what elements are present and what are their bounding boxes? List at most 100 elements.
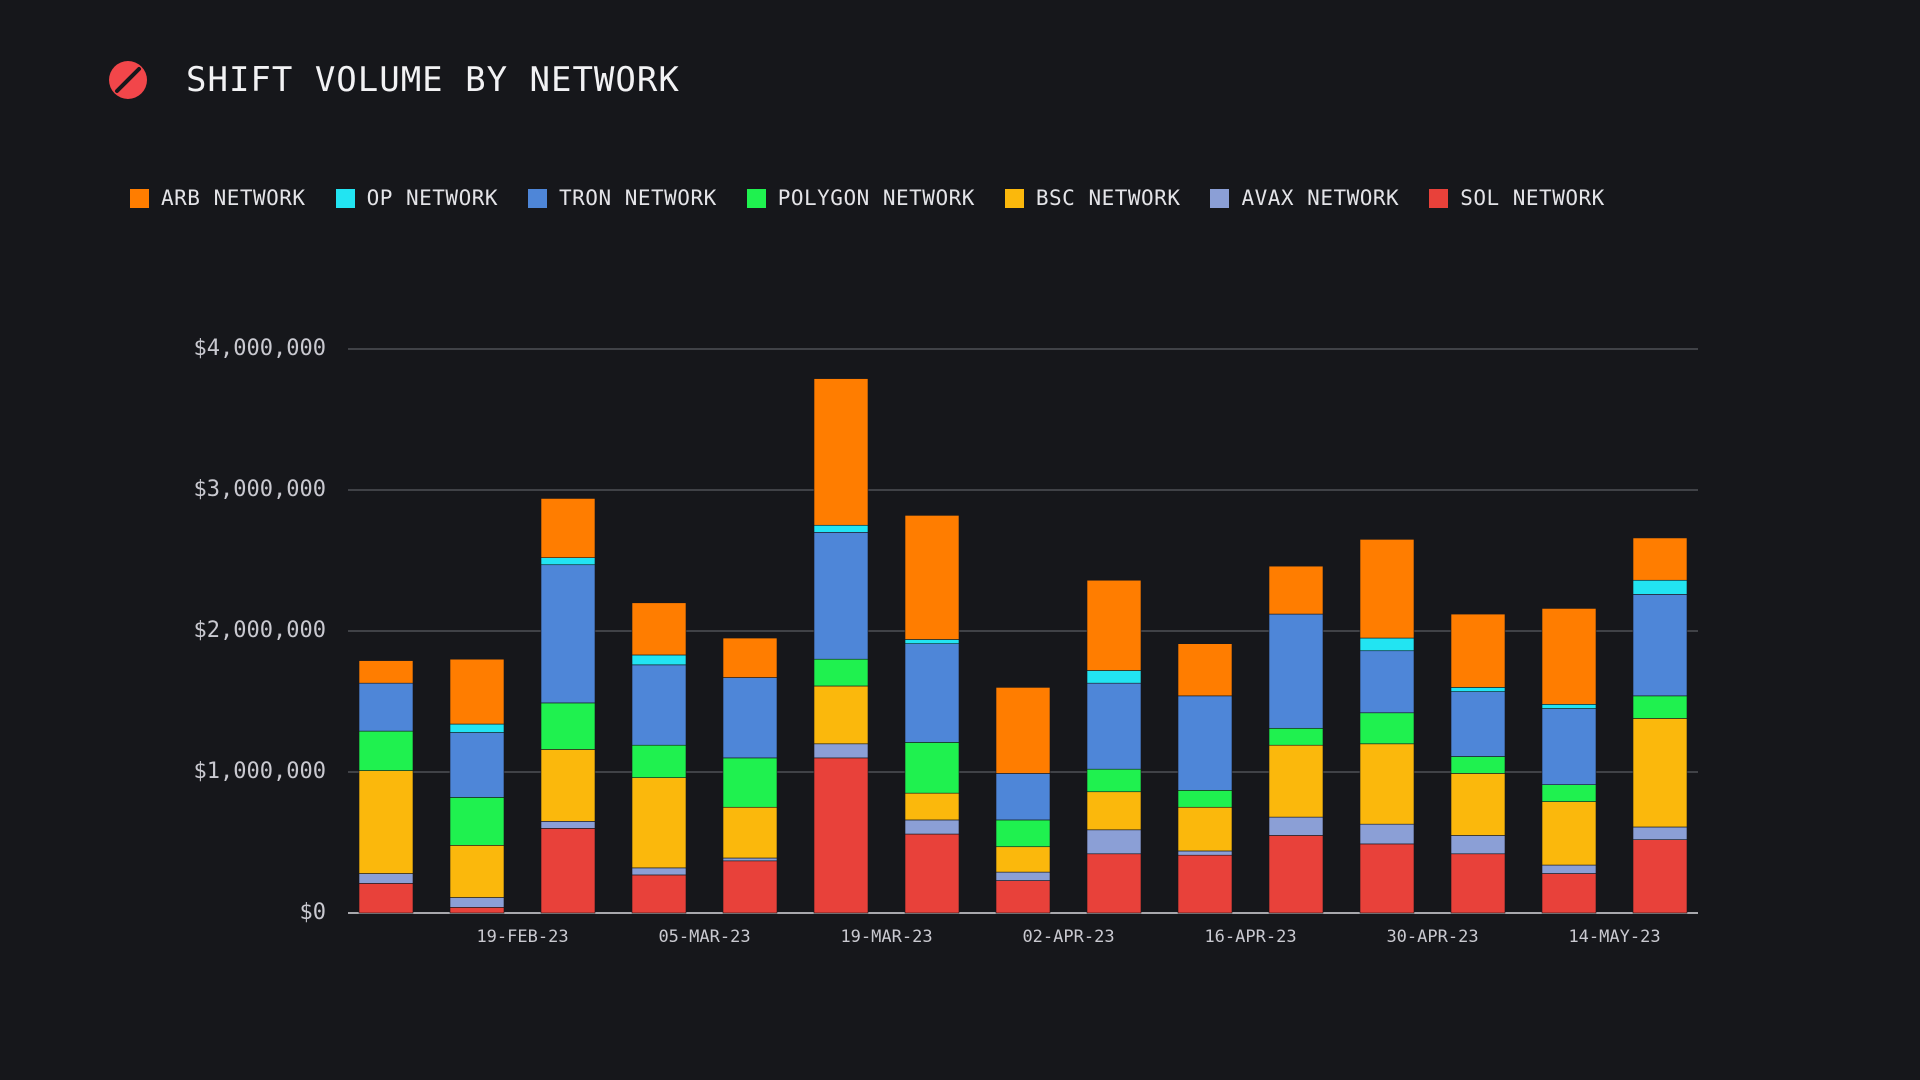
legend-swatch-arb [130, 188, 149, 208]
bar-segment [1177, 695, 1233, 791]
bar-segment [1268, 744, 1324, 818]
bar-segment [722, 806, 778, 859]
bar-segment [1632, 839, 1688, 914]
bar-segment [449, 723, 505, 733]
bar-segment [904, 515, 960, 640]
bar-segment [449, 897, 505, 908]
bar-segment [722, 857, 778, 862]
bar-segment [1541, 864, 1597, 874]
y-tick-label: $3,000,000 [194, 477, 326, 502]
bar-segment [904, 819, 960, 835]
bar-segment [1632, 579, 1688, 595]
bar-segment [1450, 853, 1506, 914]
bar-segment [449, 907, 505, 914]
bar-segment [904, 792, 960, 821]
bar-segment [1086, 829, 1142, 855]
y-tick-label: $2,000,000 [194, 618, 326, 643]
x-tick-label: 19-FEB-23 [476, 927, 568, 947]
bar-segment [631, 867, 687, 876]
chart-title: SHIFT VOLUME BY NETWORK [186, 60, 680, 100]
bar-segment [813, 757, 869, 914]
bar-segment [1177, 850, 1233, 856]
legend-item-polygon[interactable]: POLYGON NETWORK [746, 186, 975, 210]
legend-label-arb: ARB NETWORK [161, 186, 306, 210]
legend-label-op: OP NETWORK [366, 186, 499, 210]
legend-swatch-polygon [746, 188, 766, 208]
bar-segment [631, 777, 687, 869]
bar-segment [631, 664, 687, 746]
bar-segment [1632, 537, 1688, 581]
legend-label-tron: TRON NETWORK [559, 186, 717, 210]
bar-segment [358, 660, 414, 684]
legend-item-arb[interactable]: ARB NETWORK [130, 186, 306, 210]
bar-segment [1632, 594, 1688, 697]
bar-segment [1268, 835, 1324, 914]
chart-header: SHIFT VOLUME BY NETWORK [108, 56, 680, 104]
bar-segment [995, 846, 1051, 873]
bar-segment [722, 757, 778, 808]
x-tick-label: 14-MAY-23 [1568, 927, 1660, 947]
bar-segment [358, 730, 414, 771]
legend-item-avax[interactable]: AVAX NETWORK [1210, 186, 1399, 210]
legend-item-bsc[interactable]: BSC NETWORK [1004, 186, 1181, 210]
bar-segment [1268, 565, 1324, 615]
bar-segment [995, 819, 1051, 848]
legend-label-avax: AVAX NETWORK [1241, 186, 1400, 210]
bar-segment [1359, 823, 1415, 845]
bar-segment [358, 682, 414, 732]
bar-segment [449, 732, 505, 798]
bar-segment [1177, 854, 1233, 914]
bar-segment [1086, 791, 1142, 831]
bar-segment [1359, 743, 1415, 825]
legend-swatch-bsc [1004, 188, 1024, 208]
bar-segment [1268, 816, 1324, 836]
bar-segment [449, 658, 505, 725]
bar-segment [1632, 826, 1688, 840]
bar-segment [1086, 853, 1142, 914]
bar-segment [1359, 539, 1415, 639]
bar-segment [1541, 873, 1597, 914]
bar-segment [1450, 687, 1506, 692]
y-tick-label: $1,000,000 [194, 759, 326, 784]
bar-segment [540, 828, 596, 914]
legend-swatch-sol [1429, 188, 1449, 208]
legend-item-op[interactable]: OP NETWORK [335, 186, 499, 210]
bar-segment [540, 749, 596, 822]
legend-item-sol[interactable]: SOL NETWORK [1429, 186, 1605, 210]
bar-segment [540, 821, 596, 829]
x-tick-label: 05-MAR-23 [658, 927, 750, 947]
bar-segment [813, 743, 869, 759]
bar-segment [1177, 806, 1233, 852]
bar-segment [813, 378, 869, 526]
bar-segment [904, 742, 960, 794]
x-tick-label: 02-APR-23 [1022, 927, 1114, 947]
bar-segment [1450, 756, 1506, 774]
bar-segment [631, 744, 687, 778]
x-tick-label: 19-MAR-23 [840, 927, 932, 947]
bar-segment [904, 639, 960, 644]
bar-segment [1086, 682, 1142, 770]
bar-segment [1177, 643, 1233, 697]
bar-segment [995, 687, 1051, 774]
slash-circle-icon [109, 61, 147, 99]
bar-segment [813, 685, 869, 745]
bar-segment [1268, 727, 1324, 746]
legend-swatch-tron [528, 188, 548, 208]
bar-segment [904, 833, 960, 914]
legend-item-tron[interactable]: TRON NETWORK [528, 186, 717, 210]
bar-segment [1541, 801, 1597, 866]
bar-segment [995, 871, 1051, 881]
bar-segment [1541, 608, 1597, 705]
bar-segment [995, 773, 1051, 821]
x-tick-label: 30-APR-23 [1386, 927, 1478, 947]
bar-segment [540, 702, 596, 750]
bar-segment [1450, 613, 1506, 688]
bar-segment [358, 770, 414, 874]
bar-segment [1359, 712, 1415, 745]
bar-segment [813, 524, 869, 533]
bar-segment [904, 643, 960, 743]
bar-segment [631, 874, 687, 914]
bar-segment [1632, 718, 1688, 828]
bar-segment [1268, 613, 1324, 729]
